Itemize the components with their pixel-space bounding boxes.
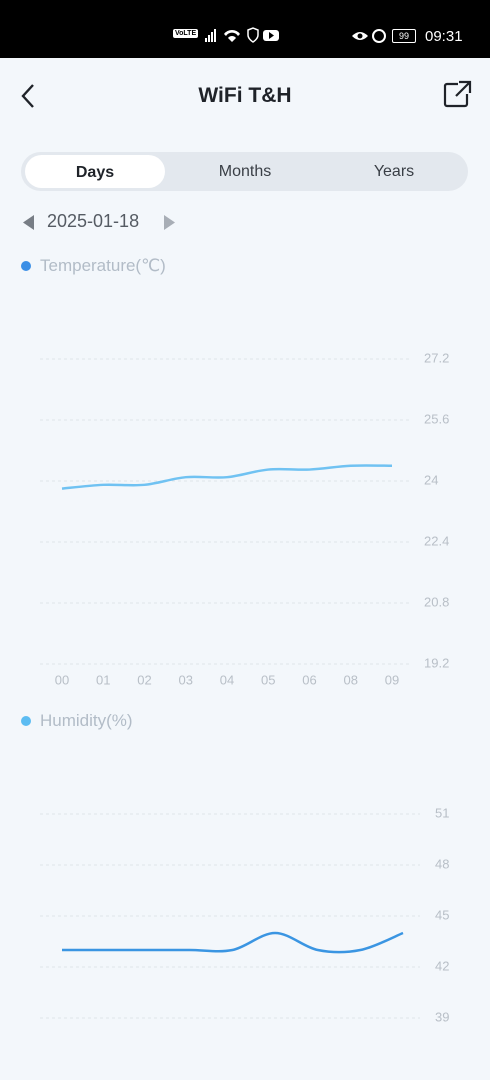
data-line bbox=[61, 931, 404, 954]
x-tick-label: 04 bbox=[220, 672, 234, 687]
y-tick-label: 25.6 bbox=[424, 411, 449, 426]
x-tick-label: 08 bbox=[344, 672, 358, 687]
date-arrows bbox=[23, 215, 175, 230]
legend-dot bbox=[21, 261, 31, 271]
y-tick-label: 24 bbox=[424, 472, 438, 487]
legend-label: Humidity(%) bbox=[40, 711, 133, 730]
back-button[interactable] bbox=[21, 84, 34, 108]
y-tick-label: 51 bbox=[435, 805, 449, 820]
page-title: WiFi T&H bbox=[198, 84, 292, 107]
y-tick-label: 20.8 bbox=[424, 594, 449, 609]
y-tick-label: 27.2 bbox=[424, 350, 449, 365]
share-button[interactable] bbox=[443, 80, 472, 108]
date-label: 2025-01-18 bbox=[47, 211, 140, 231]
status-icons bbox=[205, 27, 386, 43]
x-tick-label: 03 bbox=[179, 672, 193, 687]
tab[interactable]: Years bbox=[373, 163, 415, 180]
y-tick-label: 22.4 bbox=[424, 533, 449, 548]
tab-bar: Days Months Years bbox=[21, 152, 468, 191]
y-tick-label: 48 bbox=[435, 856, 449, 871]
y-tick-label: 19.2 bbox=[424, 655, 449, 670]
x-tick-label: 06 bbox=[302, 672, 316, 687]
tab[interactable]: Days bbox=[25, 155, 165, 188]
x-tick-label: 09 bbox=[385, 672, 399, 687]
x-tick-label: 02 bbox=[137, 672, 151, 687]
x-tick-label: 05 bbox=[261, 672, 275, 687]
next-date[interactable] bbox=[164, 215, 175, 230]
network-icon: VoLTE bbox=[173, 29, 199, 38]
data-line bbox=[61, 464, 393, 490]
clock: 09:31 bbox=[425, 28, 463, 45]
x-tick-label: 00 bbox=[55, 672, 69, 687]
y-tick-label: 45 bbox=[435, 907, 449, 922]
legend-dot bbox=[21, 716, 31, 726]
y-tick-label: 39 bbox=[435, 1009, 449, 1024]
header-icons bbox=[21, 80, 472, 108]
tab[interactable]: Months bbox=[218, 163, 272, 180]
y-tick-label: 42 bbox=[435, 958, 449, 973]
legend-label: Temperature(℃) bbox=[40, 256, 166, 275]
prev-date[interactable] bbox=[23, 215, 34, 230]
battery: 99 bbox=[392, 29, 416, 43]
status-bar: VoLTE 99 09:31 bbox=[0, 0, 490, 58]
x-tick-label: 01 bbox=[96, 672, 110, 687]
